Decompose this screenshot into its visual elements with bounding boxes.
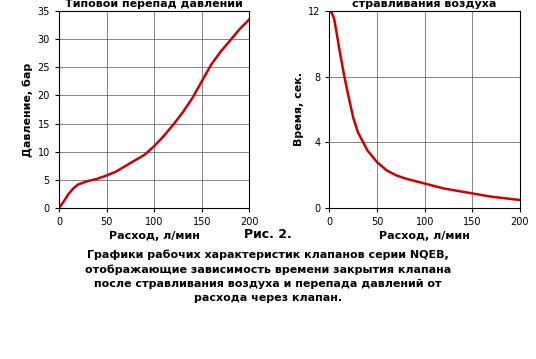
Y-axis label: Время, сек.: Время, сек. xyxy=(294,73,304,146)
Text: Рис. 2.: Рис. 2. xyxy=(244,228,292,241)
Title: Типовой перепад давлений: Типовой перепад давлений xyxy=(65,0,243,9)
Y-axis label: Давление, бар: Давление, бар xyxy=(23,62,33,157)
Text: Графики рабочих характеристик клапанов серии NQEB,
отображающие зависимость врем: Графики рабочих характеристик клапанов с… xyxy=(85,250,451,303)
X-axis label: Расход, л/мин: Расход, л/мин xyxy=(379,232,470,241)
Title: Приблизительное
время закрытия после
стравливания воздуха: Приблизительное время закрытия после стр… xyxy=(352,0,497,9)
X-axis label: Расход, л/мин: Расход, л/мин xyxy=(109,232,199,241)
